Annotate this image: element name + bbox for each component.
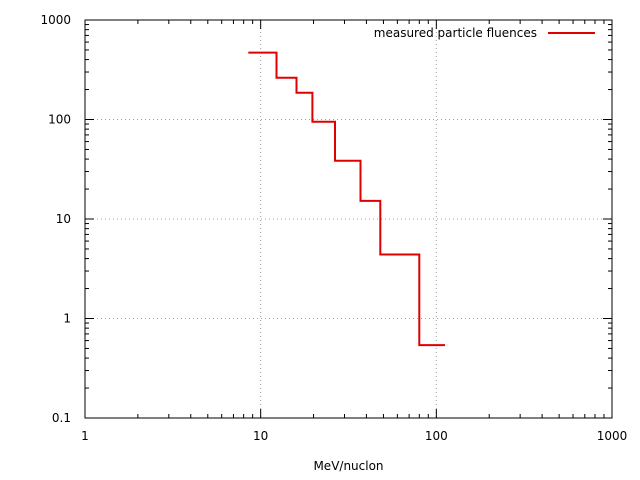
grid [85, 20, 612, 418]
x-axis-title: MeV/nuclon [313, 459, 383, 473]
x-tick-label: 100 [425, 429, 448, 443]
major-ticks [84, 19, 613, 419]
y-tick-label: 10 [56, 212, 71, 226]
tick-labels: 1 10 100 1000 0.1 1 10 100 1000 [40, 13, 627, 443]
y-tick-label: 1000 [40, 13, 71, 27]
legend-label: measured particle fluences [374, 26, 537, 40]
plot-frame [84, 19, 613, 419]
y-tick-label: 100 [48, 113, 71, 127]
x-tick-label: 1 [81, 429, 89, 443]
minor-ticks [85, 20, 612, 418]
y-tick-label: 0.1 [52, 411, 71, 425]
y-tick-label: 1 [63, 312, 71, 326]
series [248, 51, 445, 347]
x-tick-label: 1000 [597, 429, 628, 443]
x-tick-label: 10 [253, 429, 268, 443]
legend: measured particle fluences [374, 26, 595, 40]
series-step-line [248, 51, 445, 347]
